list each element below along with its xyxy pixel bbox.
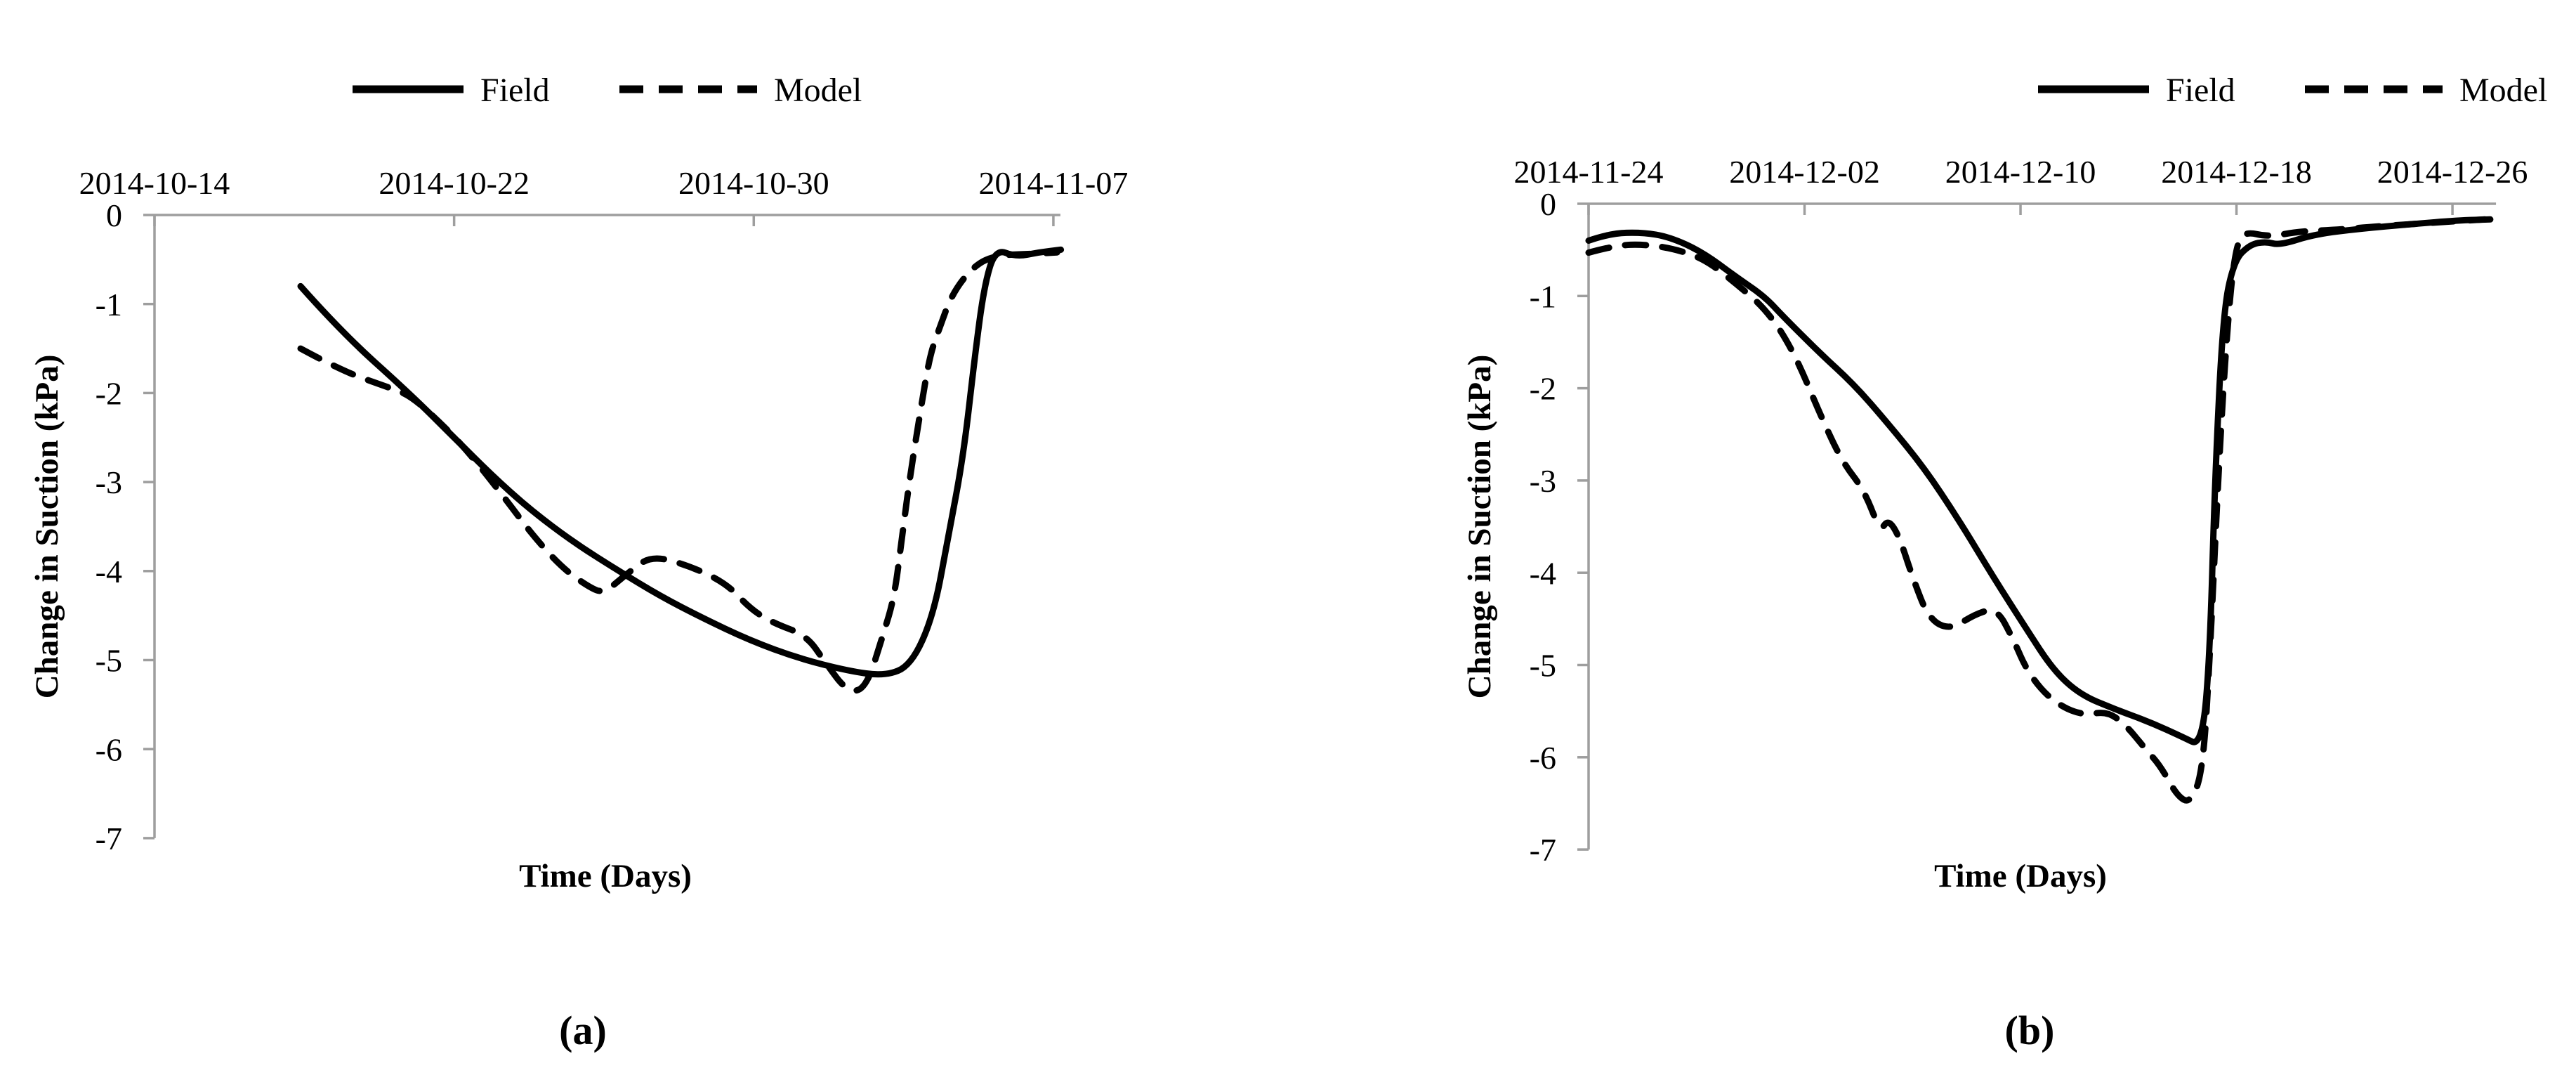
model-line — [297, 249, 1060, 694]
caption-a: (a) — [559, 1008, 607, 1053]
x-tick-label: 2014-10-14 — [79, 165, 230, 201]
y-axis-title: Change in Suction (kPa) — [1461, 355, 1498, 699]
y-axis-title: Change in Suction (kPa) — [29, 355, 65, 699]
y-tick-label: -2 — [1530, 371, 1556, 407]
legend-model-label: Model — [774, 72, 862, 109]
x-tick-label: 2014-10-22 — [379, 165, 530, 201]
legend-field-label: Field — [480, 72, 550, 109]
x-tick-label: 2014-12-26 — [2377, 154, 2528, 190]
y-tick-label: -7 — [96, 821, 122, 856]
x-tick-label: 2014-10-30 — [678, 165, 829, 201]
y-tick-label: -2 — [96, 376, 122, 412]
y-tick-label: -5 — [1530, 648, 1556, 684]
caption-b: (b) — [2005, 1008, 2055, 1053]
x-axis-title: Time (Days) — [1934, 858, 2107, 894]
y-tick-label: 0 — [106, 197, 122, 233]
x-tick-label: 2014-11-07 — [978, 165, 1128, 201]
legend-field-label: Field — [2166, 72, 2235, 109]
y-tick-label: -4 — [96, 554, 122, 589]
y-tick-label: -5 — [96, 643, 122, 679]
x-tick-label: 2014-12-18 — [2161, 154, 2312, 190]
x-tick-label: 2014-12-10 — [1945, 154, 2096, 190]
y-tick-label: -1 — [1530, 278, 1556, 314]
field-line — [297, 246, 1065, 678]
field-line — [1585, 216, 2494, 745]
y-tick-label: -3 — [1530, 463, 1556, 499]
chart-panel-b: 2014-11-24 2014-12-02 2014-12-10 2014-12-18… — [1461, 72, 2547, 1053]
x-axis-title: Time (Days) — [519, 858, 692, 894]
x-tick-label: 2014-12-02 — [1729, 154, 1880, 190]
y-tick-label: -4 — [1530, 555, 1556, 591]
chart-panel-a: 2014-10-14 2014-10-22 2014-10-30 2014-11-07… — [29, 72, 1128, 1053]
y-tick-label: 0 — [1540, 186, 1556, 222]
y-tick-label: -7 — [1530, 832, 1556, 868]
y-tick-label: -1 — [96, 287, 122, 322]
model-line — [1585, 216, 2488, 804]
x-tick-label: 2014-11-24 — [1514, 154, 1664, 190]
y-tick-label: -6 — [1530, 740, 1556, 776]
legend-model-label: Model — [2459, 72, 2547, 109]
y-tick-label: -3 — [96, 464, 122, 500]
y-tick-label: -6 — [96, 731, 122, 767]
